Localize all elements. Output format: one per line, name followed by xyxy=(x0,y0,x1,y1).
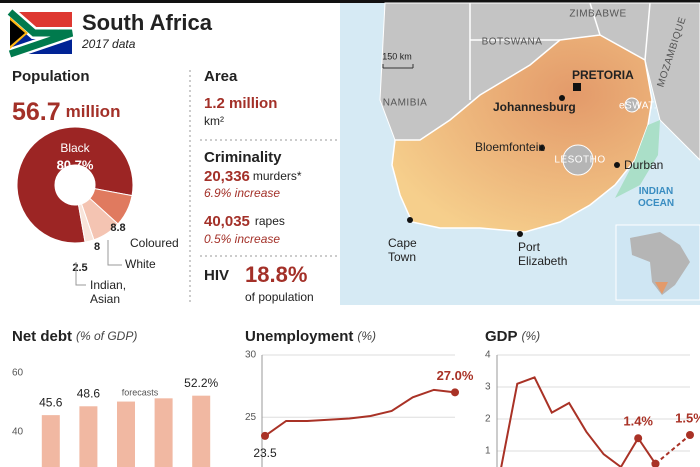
area-label: Area xyxy=(204,68,238,85)
chart-title-text: GDP xyxy=(485,328,518,345)
murders-label: murders* xyxy=(253,169,302,183)
bar xyxy=(154,398,173,467)
point xyxy=(634,434,643,443)
chart-unit: (%) xyxy=(357,329,376,343)
ocean-label: INDIAN OCEAN xyxy=(637,186,675,209)
bar xyxy=(192,395,211,467)
hiv-note: of population xyxy=(245,290,314,304)
title: South Africa xyxy=(82,10,213,35)
point-value-label: 1.4% xyxy=(623,414,653,429)
rapes-value: 40,035 xyxy=(204,213,250,230)
pie-value-label: 8.8 xyxy=(110,222,125,234)
murders: 20,336 murders* xyxy=(204,168,302,185)
y-tick-label: 30 xyxy=(245,350,257,361)
line xyxy=(264,388,456,437)
rapes-change: 0.5% increase xyxy=(204,232,280,246)
plot xyxy=(496,354,694,467)
pie-category-label: White xyxy=(125,257,156,271)
top-bar xyxy=(0,0,700,3)
bar-value-label: 52.2% xyxy=(184,376,218,390)
point xyxy=(686,431,694,439)
annotation: forecasts xyxy=(122,387,159,397)
city-marker xyxy=(407,217,413,223)
y-tick-label: 1 xyxy=(485,446,491,457)
rapes: 40,035 rapes xyxy=(204,213,285,230)
city-marker xyxy=(573,83,581,91)
murders-value: 20,336 xyxy=(204,168,250,185)
country-label: ZIMBABWE xyxy=(569,9,626,20)
y-tick-label: 3 xyxy=(485,382,491,393)
map xyxy=(340,2,700,305)
bar xyxy=(117,401,135,467)
population-value: 56.7 million xyxy=(12,98,120,126)
city-label: Cape Town xyxy=(388,236,417,264)
scale-label: 150 km xyxy=(382,51,412,61)
hiv-value: 18.8% xyxy=(245,262,307,287)
chart-unit: (% of GDP) xyxy=(76,329,137,343)
leader-line xyxy=(75,240,122,286)
bar xyxy=(79,406,98,467)
population-number: 56.7 xyxy=(12,98,61,126)
point-value-label: 1.5% xyxy=(675,410,700,425)
y-tick-label: 40 xyxy=(12,426,24,437)
city-marker xyxy=(559,95,565,101)
line xyxy=(654,434,691,465)
pie-value-label: 8 xyxy=(94,241,100,253)
point-value-label: 27.0% xyxy=(437,368,474,383)
y-tick-label: 4 xyxy=(485,350,491,361)
chart-title-text: Net debt xyxy=(12,328,72,345)
bar xyxy=(41,415,60,467)
pie-slice xyxy=(77,203,95,243)
city-label: Bloemfontein xyxy=(475,140,545,154)
pie-slice xyxy=(16,126,134,244)
y-tick-label: 25 xyxy=(245,412,257,423)
city-marker xyxy=(539,145,545,151)
rapes-label: rapes xyxy=(255,214,285,228)
country-label: NAMIBIA xyxy=(383,98,428,109)
population-unit: million xyxy=(66,102,121,121)
population-label: Population xyxy=(12,68,90,85)
pie-value-label: 80.7% xyxy=(57,157,94,172)
pie-category-label: Black xyxy=(60,141,90,155)
chart-title: Net debt (% of GDP) xyxy=(12,328,137,345)
area-value: 1.2 million xyxy=(204,95,277,112)
country-label: eSWAT. xyxy=(619,101,657,112)
city-label: Port Elizabeth xyxy=(518,240,568,268)
city-marker xyxy=(517,231,523,237)
city-label: PRETORIA xyxy=(572,68,634,82)
point xyxy=(651,459,660,467)
point xyxy=(261,431,269,440)
pie-category-label: Coloured xyxy=(130,236,179,250)
line xyxy=(500,376,657,467)
bar-value-label: 45.6 xyxy=(39,395,63,409)
city-label: Johannesburg xyxy=(493,100,576,114)
point xyxy=(451,388,459,397)
subtitle: 2017 data xyxy=(81,37,136,51)
y-tick-label: 60 xyxy=(12,367,24,378)
criminality-label: Criminality xyxy=(204,149,282,166)
hiv-label: HIV xyxy=(204,267,229,284)
city-label: Durban xyxy=(624,158,663,172)
pie-category-label: Indian, Asian xyxy=(90,278,127,306)
flag xyxy=(6,7,74,60)
chart-title: Unemployment (%) xyxy=(245,328,376,345)
plot xyxy=(261,354,459,467)
y-tick-label: 2 xyxy=(485,414,491,425)
area-unit: km² xyxy=(204,114,224,128)
chart-unit: (%) xyxy=(522,329,541,343)
murders-change: 6.9% increase xyxy=(204,186,280,200)
plot xyxy=(41,395,211,467)
bar-value-label: 48.6 xyxy=(77,386,101,400)
pie-value-label: 2.5 xyxy=(72,262,87,274)
chart-title-text: Unemployment xyxy=(245,328,353,345)
country-label: BOTSWANA xyxy=(482,37,543,48)
city-marker xyxy=(614,162,620,168)
chart-title: GDP (%) xyxy=(485,328,540,345)
point-value-label: 23.5 xyxy=(253,446,277,460)
country-label: LESOTHO xyxy=(554,155,605,166)
